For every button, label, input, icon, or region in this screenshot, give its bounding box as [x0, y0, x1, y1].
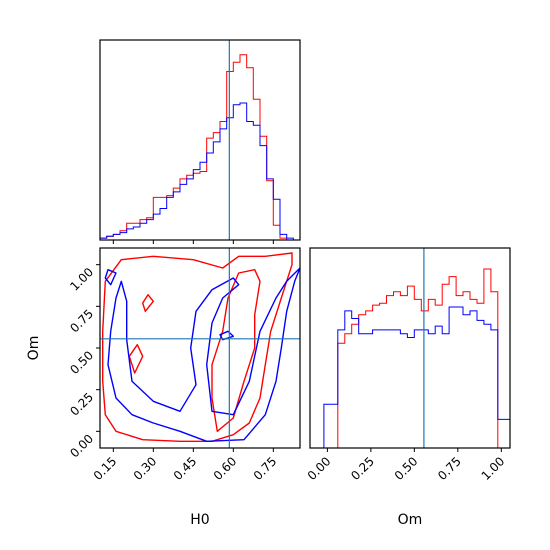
contour-red-line-1	[211, 269, 261, 432]
om-hist-x-tick-label: 1.00	[479, 454, 508, 483]
contour-ylabel: Om	[26, 336, 42, 361]
contour-red-line-2	[128, 344, 144, 374]
om-hist-x-tick-label: 0.00	[305, 454, 334, 483]
contour-x-tick-label: 0.45	[171, 454, 200, 483]
om-hist-x-tick-label: 0.50	[392, 454, 421, 483]
contour-x-tick-label: 0.15	[91, 454, 120, 483]
contour-y-tick-label: 0.00	[67, 432, 96, 461]
h0-hist-red-step-line	[100, 54, 300, 241]
contour-y-tick-label: 0.75	[67, 307, 96, 336]
h0-om-contour-panel: 0.15 0.30 0.45 0.60 0.75 0.00 0.25 0.50 0.75 1.0…	[26, 247, 301, 528]
contour-blue-line-4	[107, 267, 301, 442]
contour-y-tick-label: 0.50	[67, 348, 96, 377]
contour-y-tick-label: 0.25	[67, 390, 96, 419]
contour-red-line-3	[142, 294, 154, 312]
om-hist-x-tick-label: 0.25	[348, 454, 377, 483]
contour-yticks: 0.00 0.25 0.50 0.75 1.00	[67, 264, 100, 461]
om-hist-red-step-line	[310, 268, 510, 449]
contour-x-tick-label: 0.75	[251, 454, 280, 483]
om-histogram-xticks: 0.00 0.25 0.50 0.75 1.00	[305, 448, 508, 483]
contour-x-tick-label: 0.60	[211, 454, 240, 483]
h0-histogram-xticks	[112, 240, 274, 244]
h0-histogram-frame	[99, 39, 301, 241]
om-histogram-series	[310, 268, 510, 449]
om-hist-blue-step-line	[310, 306, 510, 449]
contour-blue-line-6	[104, 269, 117, 286]
om-histogram-xlabel: Om	[398, 512, 423, 528]
contour-xlabel: H0	[190, 512, 209, 528]
om-hist-x-tick-label: 0.75	[435, 454, 464, 483]
contour-y-tick-label: 1.00	[67, 265, 96, 294]
h0-hist-blue-step-line	[100, 102, 300, 241]
om-histogram-panel: 0.00 0.25 0.50 0.75 1.00 Om	[305, 247, 511, 528]
contour-x-tick-label: 0.30	[131, 454, 160, 483]
contour-xticks: 0.15 0.30 0.45 0.60 0.75	[91, 448, 280, 483]
contour-frame	[99, 247, 301, 449]
contour-truth-lines	[100, 248, 300, 448]
contour-series	[102, 252, 301, 442]
h0-histogram-panel	[99, 39, 301, 244]
contour-red-line-0	[102, 252, 293, 442]
h0-histogram-series	[100, 54, 300, 241]
om-histogram-frame	[309, 247, 511, 449]
